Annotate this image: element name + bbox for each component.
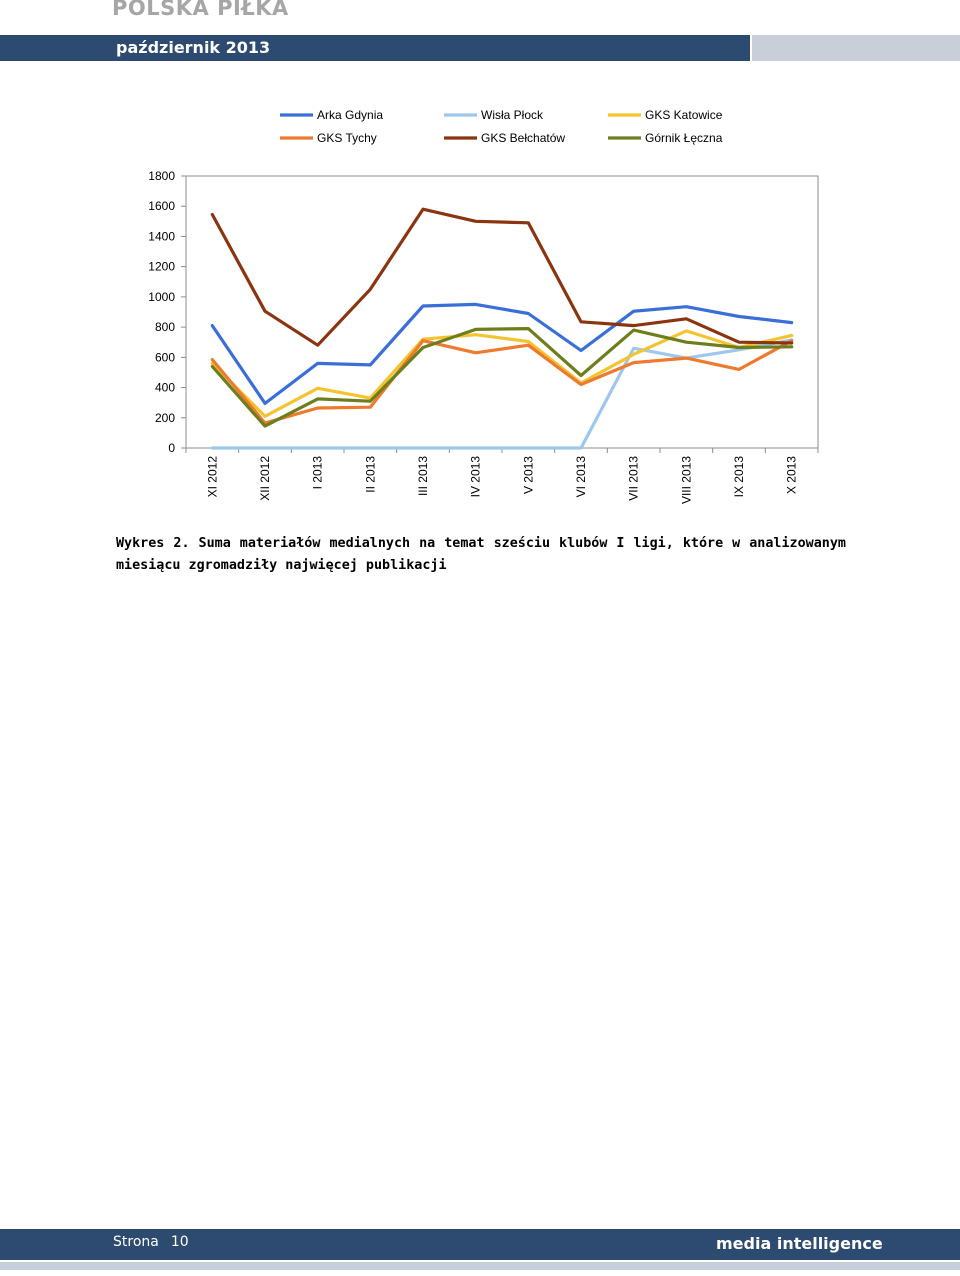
series-lines [210, 207, 794, 450]
x-tick-label: IV 2013 [469, 456, 483, 498]
series-line [210, 339, 794, 425]
line-chart: Arka Gdynia Wisła Płock GKS Katowice GKS Ty… [148, 108, 819, 504]
x-tick-label: VIII 2013 [679, 456, 693, 504]
x-tick-label: III 2013 [416, 456, 430, 496]
y-axis: 0 200 400 600 800 1000 1200 1400 1600 1800 [148, 169, 186, 455]
footer-band-accent [0, 1262, 960, 1270]
x-tick-label: XI 2012 [205, 456, 219, 498]
y-tick-label: 200 [155, 411, 175, 425]
legend-label: GKS Tychy [317, 131, 377, 145]
document-title: POLSKA PIŁKA [112, 0, 289, 20]
series-line [210, 338, 794, 450]
y-tick-label: 1400 [148, 229, 175, 243]
series-line [210, 327, 794, 428]
x-tick-label: X 2013 [785, 456, 799, 494]
series-line [210, 329, 794, 418]
x-tick-label: XII 2012 [258, 456, 272, 501]
brand-name: media intelligence [716, 1234, 883, 1253]
series-line [210, 207, 794, 347]
figure-caption: Wykres 2. Suma materiałów medialnych na … [116, 536, 846, 573]
y-tick-label: 800 [155, 320, 175, 334]
y-tick-label: 1200 [148, 260, 175, 274]
legend-label: GKS Katowice [645, 108, 723, 122]
x-tick-label: VI 2013 [574, 456, 588, 498]
x-tick-label: V 2013 [521, 456, 535, 494]
legend-label: Wisła Płock [481, 108, 544, 122]
chart-legend: Arka Gdynia Wisła Płock GKS Katowice GKS Ty… [280, 108, 723, 145]
header-band [0, 35, 750, 61]
x-tick-label: II 2013 [363, 456, 377, 493]
page-number: Strona 10 [113, 1234, 189, 1250]
y-tick-label: 1600 [148, 199, 175, 213]
x-axis: XI 2012 XII 2012 I 2013 II 2013 III 2013 IV 2… [185, 448, 819, 504]
y-tick-label: 400 [155, 381, 175, 395]
document-date: październik 2013 [116, 38, 271, 57]
legend-label: GKS Bełchatów [481, 131, 565, 145]
header-band-accent [752, 35, 960, 61]
footer-band [0, 1229, 960, 1260]
x-tick-label: VII 2013 [627, 456, 641, 501]
x-tick-label: I 2013 [311, 456, 325, 490]
legend-label: Górnik Łęczna [645, 131, 723, 145]
y-tick-label: 1000 [148, 290, 175, 304]
page-label: Strona [113, 1234, 159, 1250]
x-tick-label: IX 2013 [732, 456, 746, 498]
legend-label: Arka Gdynia [317, 108, 383, 122]
y-tick-label: 1800 [148, 169, 175, 183]
page-number-value: 10 [170, 1234, 189, 1250]
y-tick-label: 0 [168, 441, 175, 455]
series-line [210, 302, 794, 405]
y-tick-label: 600 [155, 350, 175, 364]
